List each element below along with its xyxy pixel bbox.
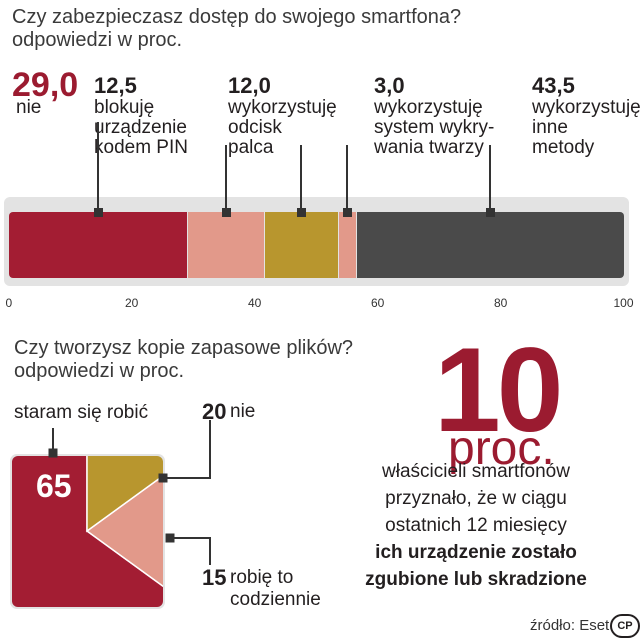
bar-segment-pin	[188, 212, 265, 278]
stat-line-2: przyznało, że w ciągu	[385, 488, 567, 509]
pie-label-no: nie	[230, 401, 256, 422]
marker-pin	[222, 208, 231, 217]
marker-nie	[94, 208, 103, 217]
label-other-1: wykorzystuję	[532, 97, 641, 118]
label-pin-3: kodem PIN	[94, 137, 188, 158]
chart1-subtitle: odpowiedzi w proc.	[12, 29, 183, 51]
label-fingerprint-1: wykorzystuję	[228, 97, 337, 118]
bar-segment-other	[357, 212, 624, 278]
source-note: źródło: Eset	[530, 617, 610, 634]
leader-line-pin	[225, 145, 227, 212]
label-other-2: inne	[532, 117, 568, 138]
marker-other	[486, 208, 495, 217]
leader-line-nie	[97, 122, 99, 212]
pie-label-daily-2: codziennie	[230, 589, 321, 610]
label-pin-2: urządzenie	[94, 117, 187, 138]
bar-segment-face	[339, 212, 357, 278]
x-tick-20: 20	[125, 296, 139, 310]
x-tick-80: 80	[494, 296, 508, 310]
leader-line-face	[346, 145, 348, 212]
label-other-3: metody	[532, 137, 595, 158]
pie-leader-no	[163, 420, 211, 479]
x-tick-100: 100	[613, 296, 634, 310]
chart1-title: Czy zabezpieczasz dostęp do swojego smar…	[12, 6, 462, 28]
pie-value-try: 65	[36, 468, 72, 504]
stat-bold-line-2: zgubione lub skradzione	[365, 569, 587, 590]
label-face-2: system wykry-	[374, 117, 495, 138]
value-label-other: 43,5	[532, 73, 575, 98]
pie-value-no: 20	[202, 399, 227, 424]
leader-line-other	[489, 145, 491, 212]
leader-line-fingerprint	[300, 145, 302, 212]
x-tick-0: 0	[5, 296, 13, 310]
pie-leader-daily	[170, 537, 211, 565]
x-tick-40: 40	[248, 296, 262, 310]
logo-badge: CP	[610, 614, 640, 638]
pie-marker-daily	[165, 533, 175, 543]
pie-marker-try	[48, 448, 58, 458]
stat-text: właścicieli smartfonów przyznało, że w c…	[330, 458, 622, 593]
pie-label-try: staram się robić	[14, 402, 149, 423]
stat-line-3: ostatnich 12 miesięcy	[385, 515, 567, 536]
label-nie: nie	[16, 97, 42, 118]
pie-slice-daily	[86, 456, 163, 533]
pie-marker-no	[158, 473, 168, 483]
logo-text: CP	[617, 620, 633, 632]
label-face-3: wania twarzy	[374, 137, 484, 158]
stat-number: 10	[434, 323, 563, 457]
x-tick-60: 60	[371, 296, 385, 310]
pie-slice-try	[12, 456, 163, 607]
bar-segment-fingerprint	[265, 212, 339, 278]
stat-bold-line-1: ich urządzenie zostało	[375, 542, 577, 563]
label-pin-1: blokuję	[94, 97, 155, 118]
bar-segment-nie	[9, 212, 188, 278]
chart2-title: Czy tworzysz kopie zapasowe plików?	[14, 337, 354, 359]
chart2-subtitle: odpowiedzi w proc.	[14, 360, 185, 382]
marker-fingerprint	[297, 208, 306, 217]
value-label-face: 3,0	[374, 73, 405, 98]
value-label-fingerprint: 12,0	[228, 73, 271, 98]
value-label-pin: 12,5	[94, 73, 137, 98]
pie-value-daily: 15	[202, 565, 227, 590]
pie-slice-no	[85, 456, 163, 607]
label-fingerprint-3: palca	[228, 137, 274, 158]
value-label-nie: 29,0	[12, 66, 79, 104]
marker-face	[343, 208, 352, 217]
stat-unit: proc.	[448, 422, 555, 475]
label-face-1: wykorzystuję	[374, 97, 483, 118]
label-fingerprint-2: odcisk	[228, 117, 282, 138]
stat-line-1: właścicieli smartfonów	[382, 461, 570, 482]
pie-label-daily-1: robię to	[230, 567, 294, 588]
